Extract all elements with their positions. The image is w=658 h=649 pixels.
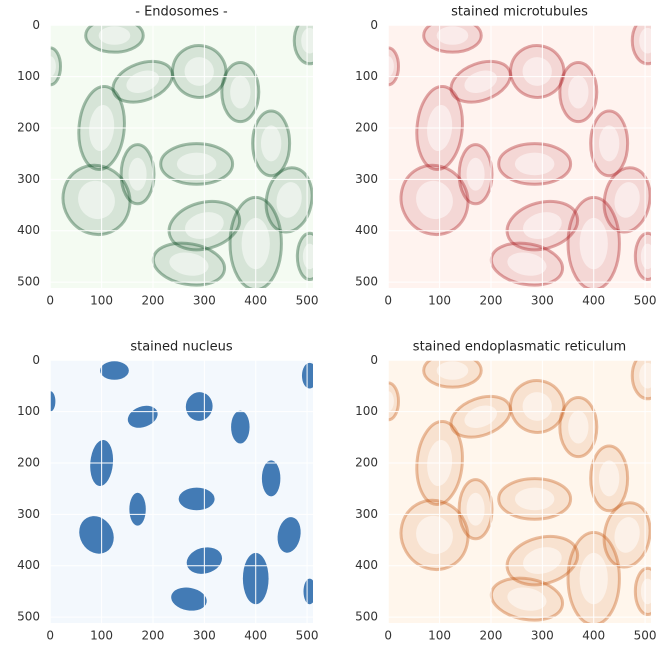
y-tick-label: 400 xyxy=(17,223,40,237)
cell-core xyxy=(99,26,131,44)
cell-core xyxy=(467,493,485,526)
cell-core xyxy=(599,460,619,496)
cell-core xyxy=(641,579,655,605)
nucleus xyxy=(231,411,249,444)
cell-core xyxy=(467,158,485,191)
subplot: stained endoplasmatic reticulum 0 100 200 30… xyxy=(355,340,658,643)
cell-core xyxy=(515,488,555,511)
y-tick-label: 100 xyxy=(355,404,378,418)
cell-core xyxy=(437,361,469,379)
y-tick-label: 100 xyxy=(355,69,378,83)
y-tick-label: 400 xyxy=(355,223,378,237)
cell-core xyxy=(568,76,588,109)
x-tick-label: 100 xyxy=(90,629,113,643)
cell-core xyxy=(515,153,555,176)
x-tick-label: 500 xyxy=(634,629,657,643)
y-tick-label: 500 xyxy=(17,275,40,289)
x-tick-label: 400 xyxy=(244,294,267,308)
x-tick-label: 300 xyxy=(531,294,554,308)
nucleus xyxy=(179,488,215,511)
y-tick-label: 0 xyxy=(32,353,40,367)
x-tick-label: 300 xyxy=(531,629,554,643)
x-tick-label: 400 xyxy=(244,629,267,643)
x-tick-label: 0 xyxy=(384,629,392,643)
x-tick-label: 0 xyxy=(46,629,54,643)
subplot: stained nucleus 0 100 200 300 400 500 0 100 200 30… xyxy=(17,340,318,643)
cell-core xyxy=(437,26,469,44)
y-tick-label: 200 xyxy=(17,455,40,469)
y-tick-label: 0 xyxy=(32,18,40,32)
cell-core xyxy=(639,28,656,54)
cell-core xyxy=(230,76,250,109)
subplot-title: stained nucleus xyxy=(130,340,233,355)
y-tick-label: 300 xyxy=(17,507,40,521)
x-tick-label: 0 xyxy=(46,294,54,308)
y-tick-label: 500 xyxy=(355,275,378,289)
cell-core xyxy=(261,125,281,161)
cell-core xyxy=(639,363,656,389)
x-tick-label: 400 xyxy=(582,629,605,643)
y-tick-label: 100 xyxy=(17,69,40,83)
nucleus xyxy=(129,493,145,526)
y-tick-label: 500 xyxy=(17,610,40,624)
cell-core xyxy=(129,158,147,191)
x-tick-label: 500 xyxy=(634,294,657,308)
x-tick-label: 300 xyxy=(193,629,216,643)
y-tick-label: 200 xyxy=(355,455,378,469)
nucleus xyxy=(303,579,315,605)
cell-core xyxy=(599,125,619,161)
y-tick-label: 0 xyxy=(370,353,378,367)
y-tick-label: 300 xyxy=(17,172,40,186)
page: - Endosomes - 0 100 200 300 400 500 0 100 200 300 4… xyxy=(0,0,658,649)
y-tick-label: 400 xyxy=(355,558,378,572)
subplot-title: stained microtubules xyxy=(451,5,588,20)
y-tick-label: 100 xyxy=(17,404,40,418)
cell-core xyxy=(303,244,317,270)
x-tick-label: 300 xyxy=(193,294,216,308)
nucleus xyxy=(262,460,280,496)
y-tick-label: 400 xyxy=(17,558,40,572)
cell-core xyxy=(177,153,217,176)
x-tick-label: 200 xyxy=(142,629,165,643)
nucleus xyxy=(302,363,317,389)
cell-core xyxy=(641,244,655,270)
x-tick-label: 100 xyxy=(428,629,451,643)
x-tick-label: 200 xyxy=(480,294,503,308)
cell-core xyxy=(301,28,318,54)
y-tick-label: 500 xyxy=(355,610,378,624)
x-tick-label: 0 xyxy=(384,294,392,308)
y-tick-label: 0 xyxy=(370,18,378,32)
x-tick-label: 500 xyxy=(296,294,319,308)
subplot: stained microtubules 0 100 200 300 400 500 0 100… xyxy=(355,5,658,308)
figure: - Endosomes - 0 100 200 300 400 500 0 100 200 300 4… xyxy=(0,0,658,649)
y-tick-label: 300 xyxy=(355,507,378,521)
subplot: - Endosomes - 0 100 200 300 400 500 0 100 200 300 4… xyxy=(17,5,325,308)
x-tick-label: 100 xyxy=(428,294,451,308)
y-tick-label: 200 xyxy=(17,120,40,134)
subplot-title: - Endosomes - xyxy=(135,5,228,20)
y-tick-label: 200 xyxy=(355,120,378,134)
x-tick-label: 500 xyxy=(296,629,319,643)
y-tick-label: 300 xyxy=(355,172,378,186)
nucleus xyxy=(100,361,129,379)
x-tick-label: 100 xyxy=(90,294,113,308)
cell-core xyxy=(568,411,588,444)
x-tick-label: 200 xyxy=(142,294,165,308)
x-tick-label: 400 xyxy=(582,294,605,308)
subplot-title: stained endoplasmatic reticulum xyxy=(413,340,626,355)
x-tick-label: 200 xyxy=(480,629,503,643)
